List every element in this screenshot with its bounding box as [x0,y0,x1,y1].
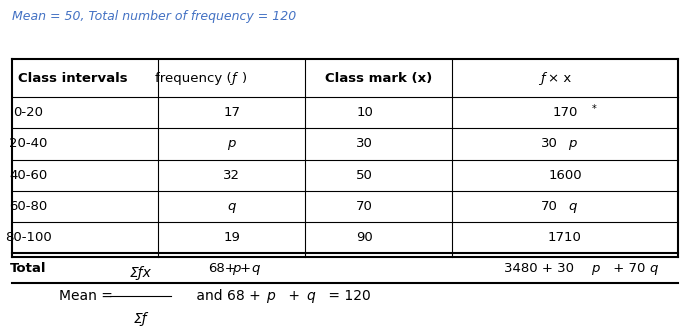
Text: ƒ: ƒ [232,72,236,85]
Text: 1710: 1710 [548,231,582,244]
Text: q: q [569,200,577,213]
Text: p: p [569,138,577,150]
Text: and 68 +: and 68 + [192,289,265,303]
Text: q: q [252,262,260,275]
Text: = 120: = 120 [325,289,371,303]
Text: 40-60: 40-60 [10,169,48,182]
Text: p: p [227,138,236,150]
Text: Total: Total [10,262,47,275]
Text: ƒ: ƒ [540,72,545,85]
Text: 17: 17 [223,106,240,119]
Text: 68+: 68+ [208,262,236,275]
Text: +: + [240,262,251,275]
Text: 30: 30 [541,138,558,150]
Text: p: p [232,262,240,275]
Text: 30: 30 [356,138,373,150]
Text: Σƒx: Σƒx [130,266,152,280]
Text: × x: × x [548,72,571,85]
Text: p: p [266,289,275,303]
Text: 20-40: 20-40 [10,138,48,150]
Text: Class intervals: Class intervals [18,72,128,85]
Text: q: q [649,262,658,275]
Text: 70: 70 [356,200,373,213]
Text: 170: 170 [552,106,577,119]
Text: 50: 50 [356,169,373,182]
Text: Σƒ: Σƒ [134,312,148,326]
Text: q: q [227,200,236,213]
Text: Mean = 50, Total number of frequency = 120: Mean = 50, Total number of frequency = 1… [12,10,296,23]
Text: q: q [306,289,315,303]
Text: 80-100: 80-100 [5,231,52,244]
Text: Mean =: Mean = [59,289,113,303]
Text: *: * [592,104,597,114]
Text: 70: 70 [541,200,558,213]
Text: Class mark (x): Class mark (x) [325,72,432,85]
Text: 19: 19 [223,231,240,244]
Text: 3480 + 30: 3480 + 30 [503,262,573,275]
Text: +: + [284,289,304,303]
Text: + 70: + 70 [609,262,645,275]
Text: ): ) [242,72,247,85]
Text: p: p [591,262,599,275]
Text: 32: 32 [223,169,240,182]
Text: 60-80: 60-80 [10,200,48,213]
Text: 0-20: 0-20 [14,106,44,119]
Text: 90: 90 [356,231,373,244]
Text: frequency (: frequency ( [155,72,232,85]
Text: 1600: 1600 [548,169,582,182]
Text: 10: 10 [356,106,373,119]
